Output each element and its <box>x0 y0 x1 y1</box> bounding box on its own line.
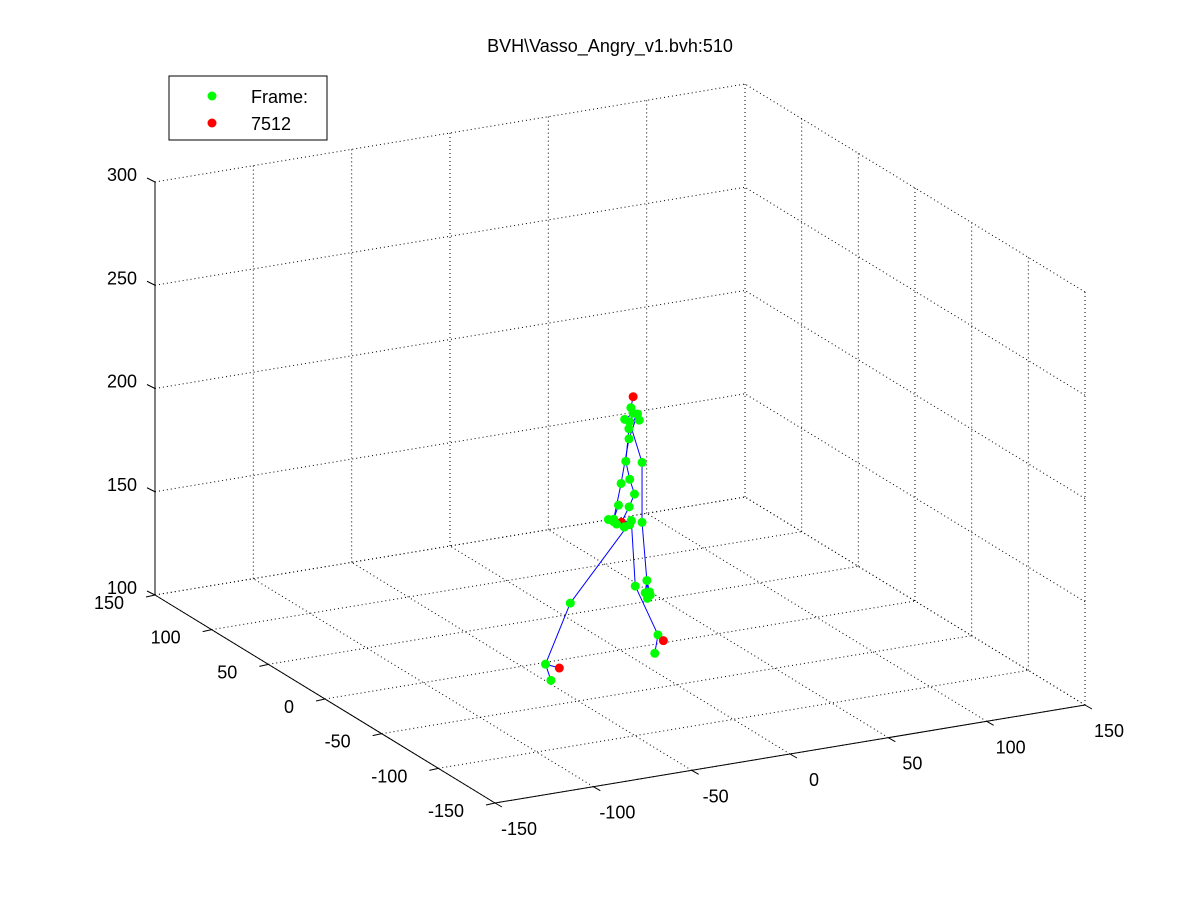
joint-hand_r3 <box>603 515 613 525</box>
grid-line-floor-x <box>548 529 889 739</box>
z-tick-label: 100 <box>107 578 137 598</box>
z-tick-mark <box>146 487 156 493</box>
y-tick-mark <box>145 594 156 598</box>
bone-knee_r-ankle_r <box>634 585 659 636</box>
joint-knee_l <box>565 598 575 608</box>
grid-line-side-z <box>744 290 1086 499</box>
legend-marker-frame <box>207 91 217 101</box>
x-tick-mark <box>593 786 601 792</box>
z-tick-mark <box>146 384 156 389</box>
joint-hand_r4 <box>614 500 623 510</box>
joint-forearm_l <box>637 517 647 527</box>
z-tick-label: 150 <box>107 475 137 495</box>
y-tick-mark <box>315 698 326 702</box>
x-tick-mark <box>1084 704 1093 710</box>
joint-spine1 <box>630 489 639 499</box>
legend-label-number: 7512 <box>251 114 291 134</box>
joint-toe_l <box>546 675 556 685</box>
joint-pelvis_c <box>625 520 635 530</box>
grid-line-floor-x <box>449 545 791 755</box>
x-tick-label: -100 <box>599 803 635 823</box>
bone-pelvis_r-knee_r <box>630 520 636 587</box>
bone-forearm_l-hand_l <box>641 522 648 581</box>
joint-chest <box>621 456 631 466</box>
legend-label-frame: Frame: <box>251 87 308 107</box>
tick-labels: 100150200250300-150-100-50050100150-150-… <box>94 165 1124 839</box>
joint-spine <box>624 502 634 512</box>
y-tick-label: 0 <box>284 697 294 717</box>
joint-toe_r_end <box>658 636 668 646</box>
bone-knee_l-ankle_l <box>545 602 571 665</box>
y-tick-mark <box>372 733 382 737</box>
y-tick-mark <box>485 802 496 806</box>
y-tick-mark <box>202 629 212 633</box>
z-tick-label: 300 <box>107 165 137 185</box>
x-tick-mark <box>888 737 896 743</box>
y-tick-label: 150 <box>94 593 124 613</box>
x-tick-mark <box>986 720 994 726</box>
joint-shoulder_r <box>633 409 643 419</box>
joint-shoulder_l <box>625 417 634 427</box>
joint-hand_r2 <box>612 519 622 529</box>
y-tick-label: -50 <box>325 732 351 752</box>
grid-line-side-z <box>744 186 1086 396</box>
axes <box>145 177 1093 808</box>
joint-hand_l <box>642 575 652 585</box>
joint-upperarm_l <box>637 457 647 467</box>
joint-forearm_r <box>616 478 626 488</box>
joint-knee_r <box>630 581 640 591</box>
y-tick-mark <box>429 767 439 771</box>
z-tick-mark <box>146 280 156 286</box>
x-tick-label: 50 <box>902 754 922 774</box>
grid-line-side-z <box>744 83 1086 293</box>
x-tick-mark <box>691 769 699 775</box>
joint-upperarm_r <box>624 434 634 444</box>
x-tick-mark <box>789 753 798 759</box>
joint-toe_r <box>650 648 660 658</box>
grid-line-side-z <box>744 393 1086 603</box>
x-tick-label: 0 <box>809 770 819 790</box>
x-tick-label: 100 <box>996 737 1026 757</box>
joint-head_end <box>628 392 638 402</box>
x-tick-label: 150 <box>1094 721 1124 741</box>
joint-neck <box>624 424 634 434</box>
grid-line-side-z <box>744 496 1086 706</box>
joint-head <box>626 403 636 413</box>
legend[interactable]: Frame: 7512 <box>168 75 328 141</box>
z-tick-mark <box>146 590 156 596</box>
z-tick-label: 200 <box>107 372 137 392</box>
legend-marker-number <box>207 118 217 128</box>
y-tick-label: 50 <box>217 662 237 682</box>
x-tick-label: -150 <box>501 819 537 839</box>
joint-spine2 <box>625 474 635 484</box>
joint-toe_l_end <box>554 663 564 673</box>
legend-box <box>168 75 328 141</box>
y-tick-label: -100 <box>371 766 407 786</box>
joint-ankle_r <box>653 630 663 640</box>
joint-hand_l4 <box>642 593 652 603</box>
joint-ankle_l <box>541 659 550 669</box>
chart-title: BVH\Vasso_Angry_v1.bvh:510 <box>487 36 733 57</box>
z-tick-mark <box>146 177 156 183</box>
skeleton-joints <box>541 392 668 685</box>
bone-pelvis_l-knee_l <box>569 520 632 604</box>
grid-line-floor-x <box>351 561 692 771</box>
y-tick-label: 100 <box>151 628 181 648</box>
grid-lines <box>154 83 1086 804</box>
grid-line-floor-x <box>253 578 594 788</box>
x-tick-label: -50 <box>703 786 729 806</box>
y-tick-mark <box>259 663 269 667</box>
y-tick-label: -150 <box>428 801 464 821</box>
x-tick-mark <box>494 802 503 808</box>
z-tick-label: 250 <box>107 268 137 288</box>
grid-line-floor-x <box>646 512 987 722</box>
